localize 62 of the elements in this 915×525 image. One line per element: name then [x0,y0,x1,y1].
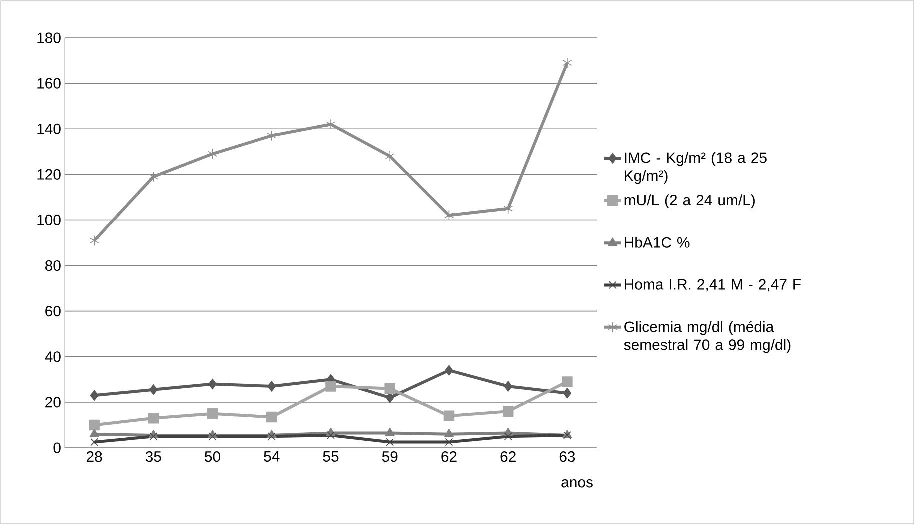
point [208,148,218,160]
point [504,203,514,214]
x-tick-label: 63 [560,452,576,462]
point [327,432,335,440]
point [563,388,572,399]
y-tick-label: 60 [46,306,61,317]
point [148,172,158,182]
point [385,151,395,162]
y-tick-label: 40 [45,352,61,362]
y-tick-label: 20 [46,397,61,408]
point [150,384,158,396]
y-tick-label: 120 [38,169,61,180]
point [386,438,394,446]
point [504,381,512,392]
y-tick-label: 140 [38,124,61,134]
point [207,408,218,420]
point [90,235,100,246]
point [90,438,98,446]
point [504,432,512,441]
x-tick-label: 62 [500,452,516,462]
point [208,432,217,441]
x-tick-label: 55 [323,452,339,462]
x-tick-label: 54 [264,452,280,462]
legend-label: IMC - Kg/m² (18 a 25 Kg/m²) [625,152,767,184]
x-tick-label: 50 [205,452,220,462]
point [445,438,454,446]
x-tick-label: 28 [86,452,102,462]
point [502,406,514,417]
point [444,210,454,222]
point [385,428,395,436]
legend-label: Homa I.R. 2,41 M - 2,47 F [625,279,801,292]
point [268,432,276,441]
point [562,376,573,388]
legend-label: HbA1C % [625,236,690,248]
point [444,410,455,422]
point [326,381,336,392]
point [90,390,99,401]
point [89,420,100,431]
y-tick-label: 80 [46,260,61,272]
point [384,383,396,394]
x-tick-label: 35 [146,452,162,462]
point [562,58,572,68]
point [148,413,160,424]
point [445,365,454,376]
point [267,130,277,142]
y-tick-label: 0 [54,442,61,454]
x-tick-label: 59 [382,452,398,462]
point [150,432,158,441]
point [208,378,217,390]
point [90,428,100,438]
point [266,412,278,423]
point [326,119,336,130]
x-axis-title: anos [562,480,593,488]
point [386,392,394,404]
legend-label: Glicemia mg/dl (média semestral 70 a 99 mg/dl) [624,321,791,354]
y-tick-label: 100 [38,214,61,226]
y-tick-label: 160 [38,78,61,89]
x-tick-label: 62 [442,452,457,462]
legend-label: mU/L (2 a 24 um/L) [624,194,755,209]
point [444,428,454,438]
point [268,381,276,392]
y-tick-label: 180 [38,32,61,44]
